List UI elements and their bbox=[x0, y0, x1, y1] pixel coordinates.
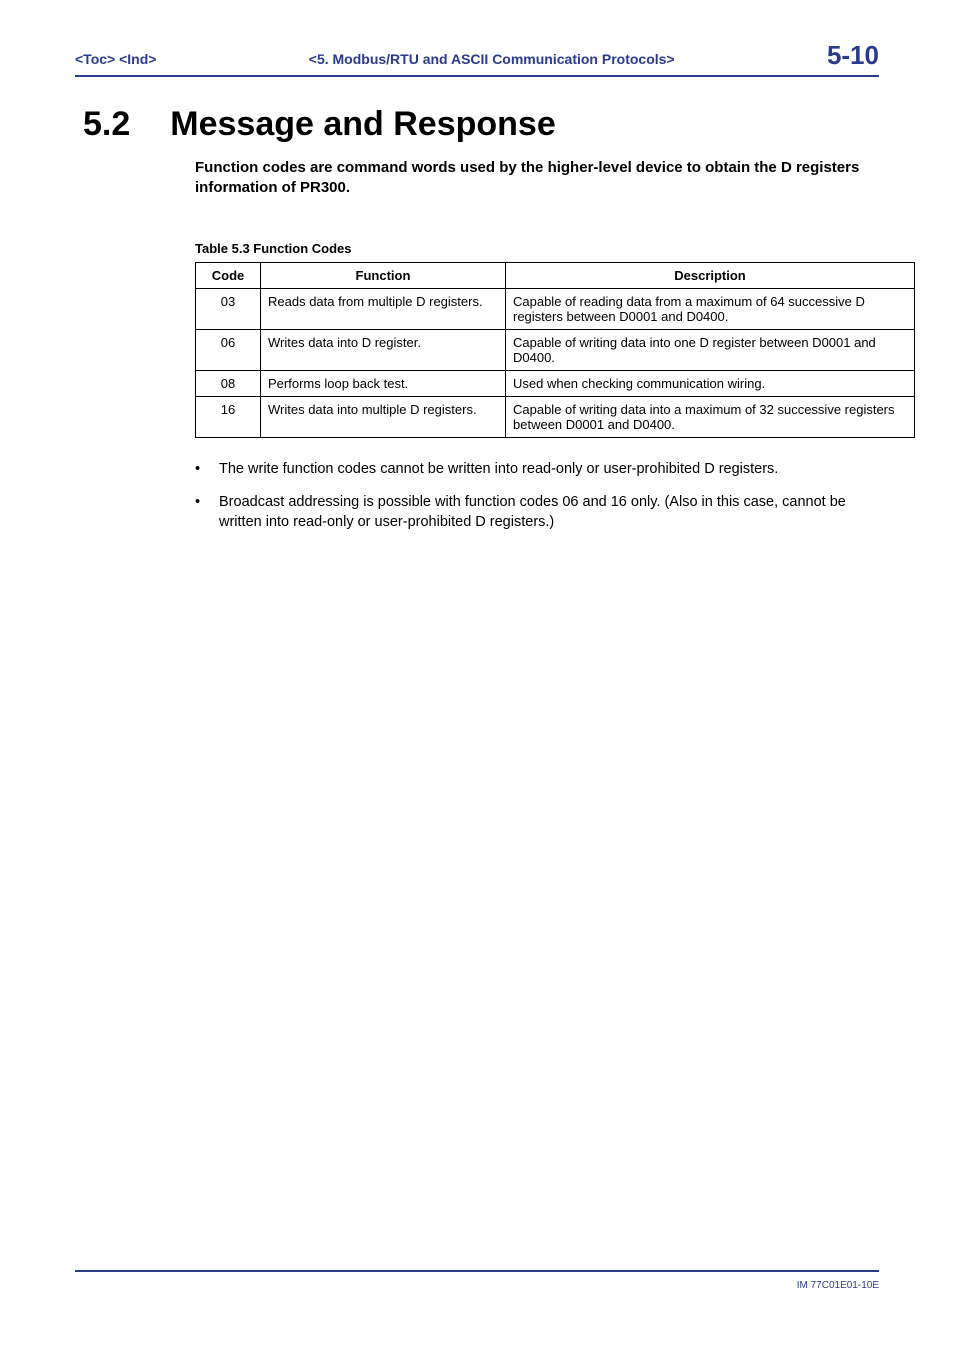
section-heading: 5.2 Message and Response bbox=[83, 105, 879, 144]
toc-link[interactable]: <Toc> bbox=[75, 51, 115, 67]
table-row: 03 Reads data from multiple D registers.… bbox=[196, 288, 915, 329]
header-left: <Toc> <Ind> bbox=[75, 51, 156, 67]
cell-description: Capable of writing data into a maximum o… bbox=[506, 396, 915, 437]
cell-code: 08 bbox=[196, 370, 261, 396]
cell-function: Writes data into multiple D registers. bbox=[261, 396, 506, 437]
table-row: 06 Writes data into D register. Capable … bbox=[196, 329, 915, 370]
cell-function: Reads data from multiple D registers. bbox=[261, 288, 506, 329]
cell-code: 03 bbox=[196, 288, 261, 329]
bullet-icon: • bbox=[195, 460, 219, 480]
header-row: <Toc> <Ind> <5. Modbus/RTU and ASCII Com… bbox=[75, 40, 879, 71]
page: <Toc> <Ind> <5. Modbus/RTU and ASCII Com… bbox=[0, 0, 954, 1351]
col-header-function: Function bbox=[261, 262, 506, 288]
bullet-text: The write function codes cannot be writt… bbox=[219, 460, 849, 480]
cell-function: Writes data into D register. bbox=[261, 329, 506, 370]
doc-id: IM 77C01E01-10E bbox=[797, 1280, 879, 1291]
page-footer: IM 77C01E01-10E bbox=[75, 1270, 879, 1291]
ind-link[interactable]: <Ind> bbox=[119, 51, 156, 67]
function-codes-table: Code Function Description 03 Reads data … bbox=[195, 262, 915, 438]
section-number: 5.2 bbox=[83, 105, 130, 144]
section-title: Message and Response bbox=[170, 105, 555, 144]
col-header-code: Code bbox=[196, 262, 261, 288]
cell-description: Capable of writing data into one D regis… bbox=[506, 329, 915, 370]
bullet-list: • The write function codes cannot be wri… bbox=[195, 460, 849, 533]
col-header-description: Description bbox=[506, 262, 915, 288]
cell-function: Performs loop back test. bbox=[261, 370, 506, 396]
list-item: • Broadcast addressing is possible with … bbox=[195, 493, 849, 532]
table-caption: Table 5.3 Function Codes bbox=[195, 241, 879, 256]
cell-code: 16 bbox=[196, 396, 261, 437]
intro-text: Function codes are command words used by… bbox=[195, 158, 869, 199]
bullet-icon: • bbox=[195, 493, 219, 532]
list-item: • The write function codes cannot be wri… bbox=[195, 460, 849, 480]
table-header-row: Code Function Description bbox=[196, 262, 915, 288]
table-row: 16 Writes data into multiple D registers… bbox=[196, 396, 915, 437]
cell-code: 06 bbox=[196, 329, 261, 370]
cell-description: Used when checking communication wiring. bbox=[506, 370, 915, 396]
chapter-label: <5. Modbus/RTU and ASCII Communication P… bbox=[309, 51, 675, 67]
page-number: 5-10 bbox=[827, 40, 879, 71]
table-row: 08 Performs loop back test. Used when ch… bbox=[196, 370, 915, 396]
cell-description: Capable of reading data from a maximum o… bbox=[506, 288, 915, 329]
bullet-text: Broadcast addressing is possible with fu… bbox=[219, 493, 849, 532]
page-header: <Toc> <Ind> <5. Modbus/RTU and ASCII Com… bbox=[75, 40, 879, 77]
